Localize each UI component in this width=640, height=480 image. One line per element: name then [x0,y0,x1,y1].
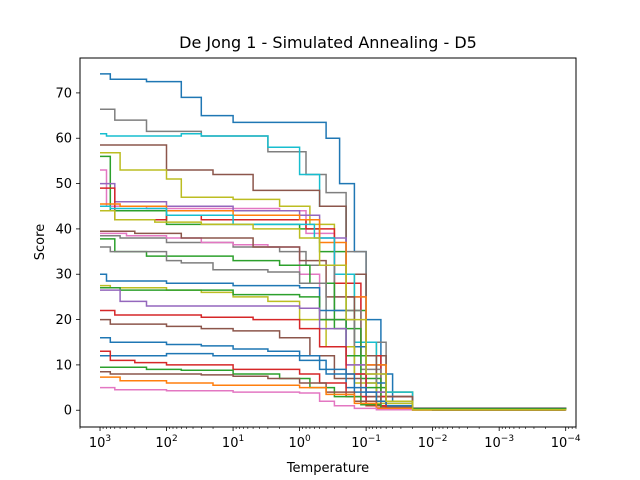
x-axis: 103 102 101 100 10−1 10−2 10−3 10−4 [79,427,581,451]
series-line-30 [100,210,567,411]
series-line-14 [100,230,567,411]
series-line-25 [100,350,567,411]
series-line-24 [100,352,567,411]
x-tick-label: 103 [89,434,111,451]
y-axis: 0 10 20 30 40 50 60 70 [55,86,80,419]
y-tick-label: 30 [55,268,72,283]
x-axis-label: Temperature [286,461,369,476]
y-tick-label: 40 [55,222,72,237]
y-tick-label: 70 [55,86,72,101]
x-tick-label: 10−4 [551,434,581,451]
y-axis-label: Score [33,224,48,260]
y-tick-label: 20 [55,313,72,328]
y-tick-label: 60 [55,132,72,147]
x-tick-label: 100 [288,434,311,451]
x-tick-label: 102 [155,434,177,451]
x-tick-label: 10−2 [418,434,448,451]
series-line-11 [100,205,567,411]
series-line-22 [100,318,567,411]
plot-frame [79,57,577,428]
series-line-18 [100,284,567,411]
series-line-28 [100,376,567,411]
x-tick-label: 10−3 [484,434,514,451]
x-tick-label: 10−1 [351,434,381,451]
series-layer [100,73,567,411]
x-tick-label: 101 [222,434,244,451]
y-tick-label: 50 [55,177,72,192]
y-tick-label: 0 [64,404,72,419]
chart-title: De Jong 1 - Simulated Annealing - D5 [179,33,477,52]
y-tick-label: 10 [55,358,72,373]
series-line-29 [100,386,567,411]
